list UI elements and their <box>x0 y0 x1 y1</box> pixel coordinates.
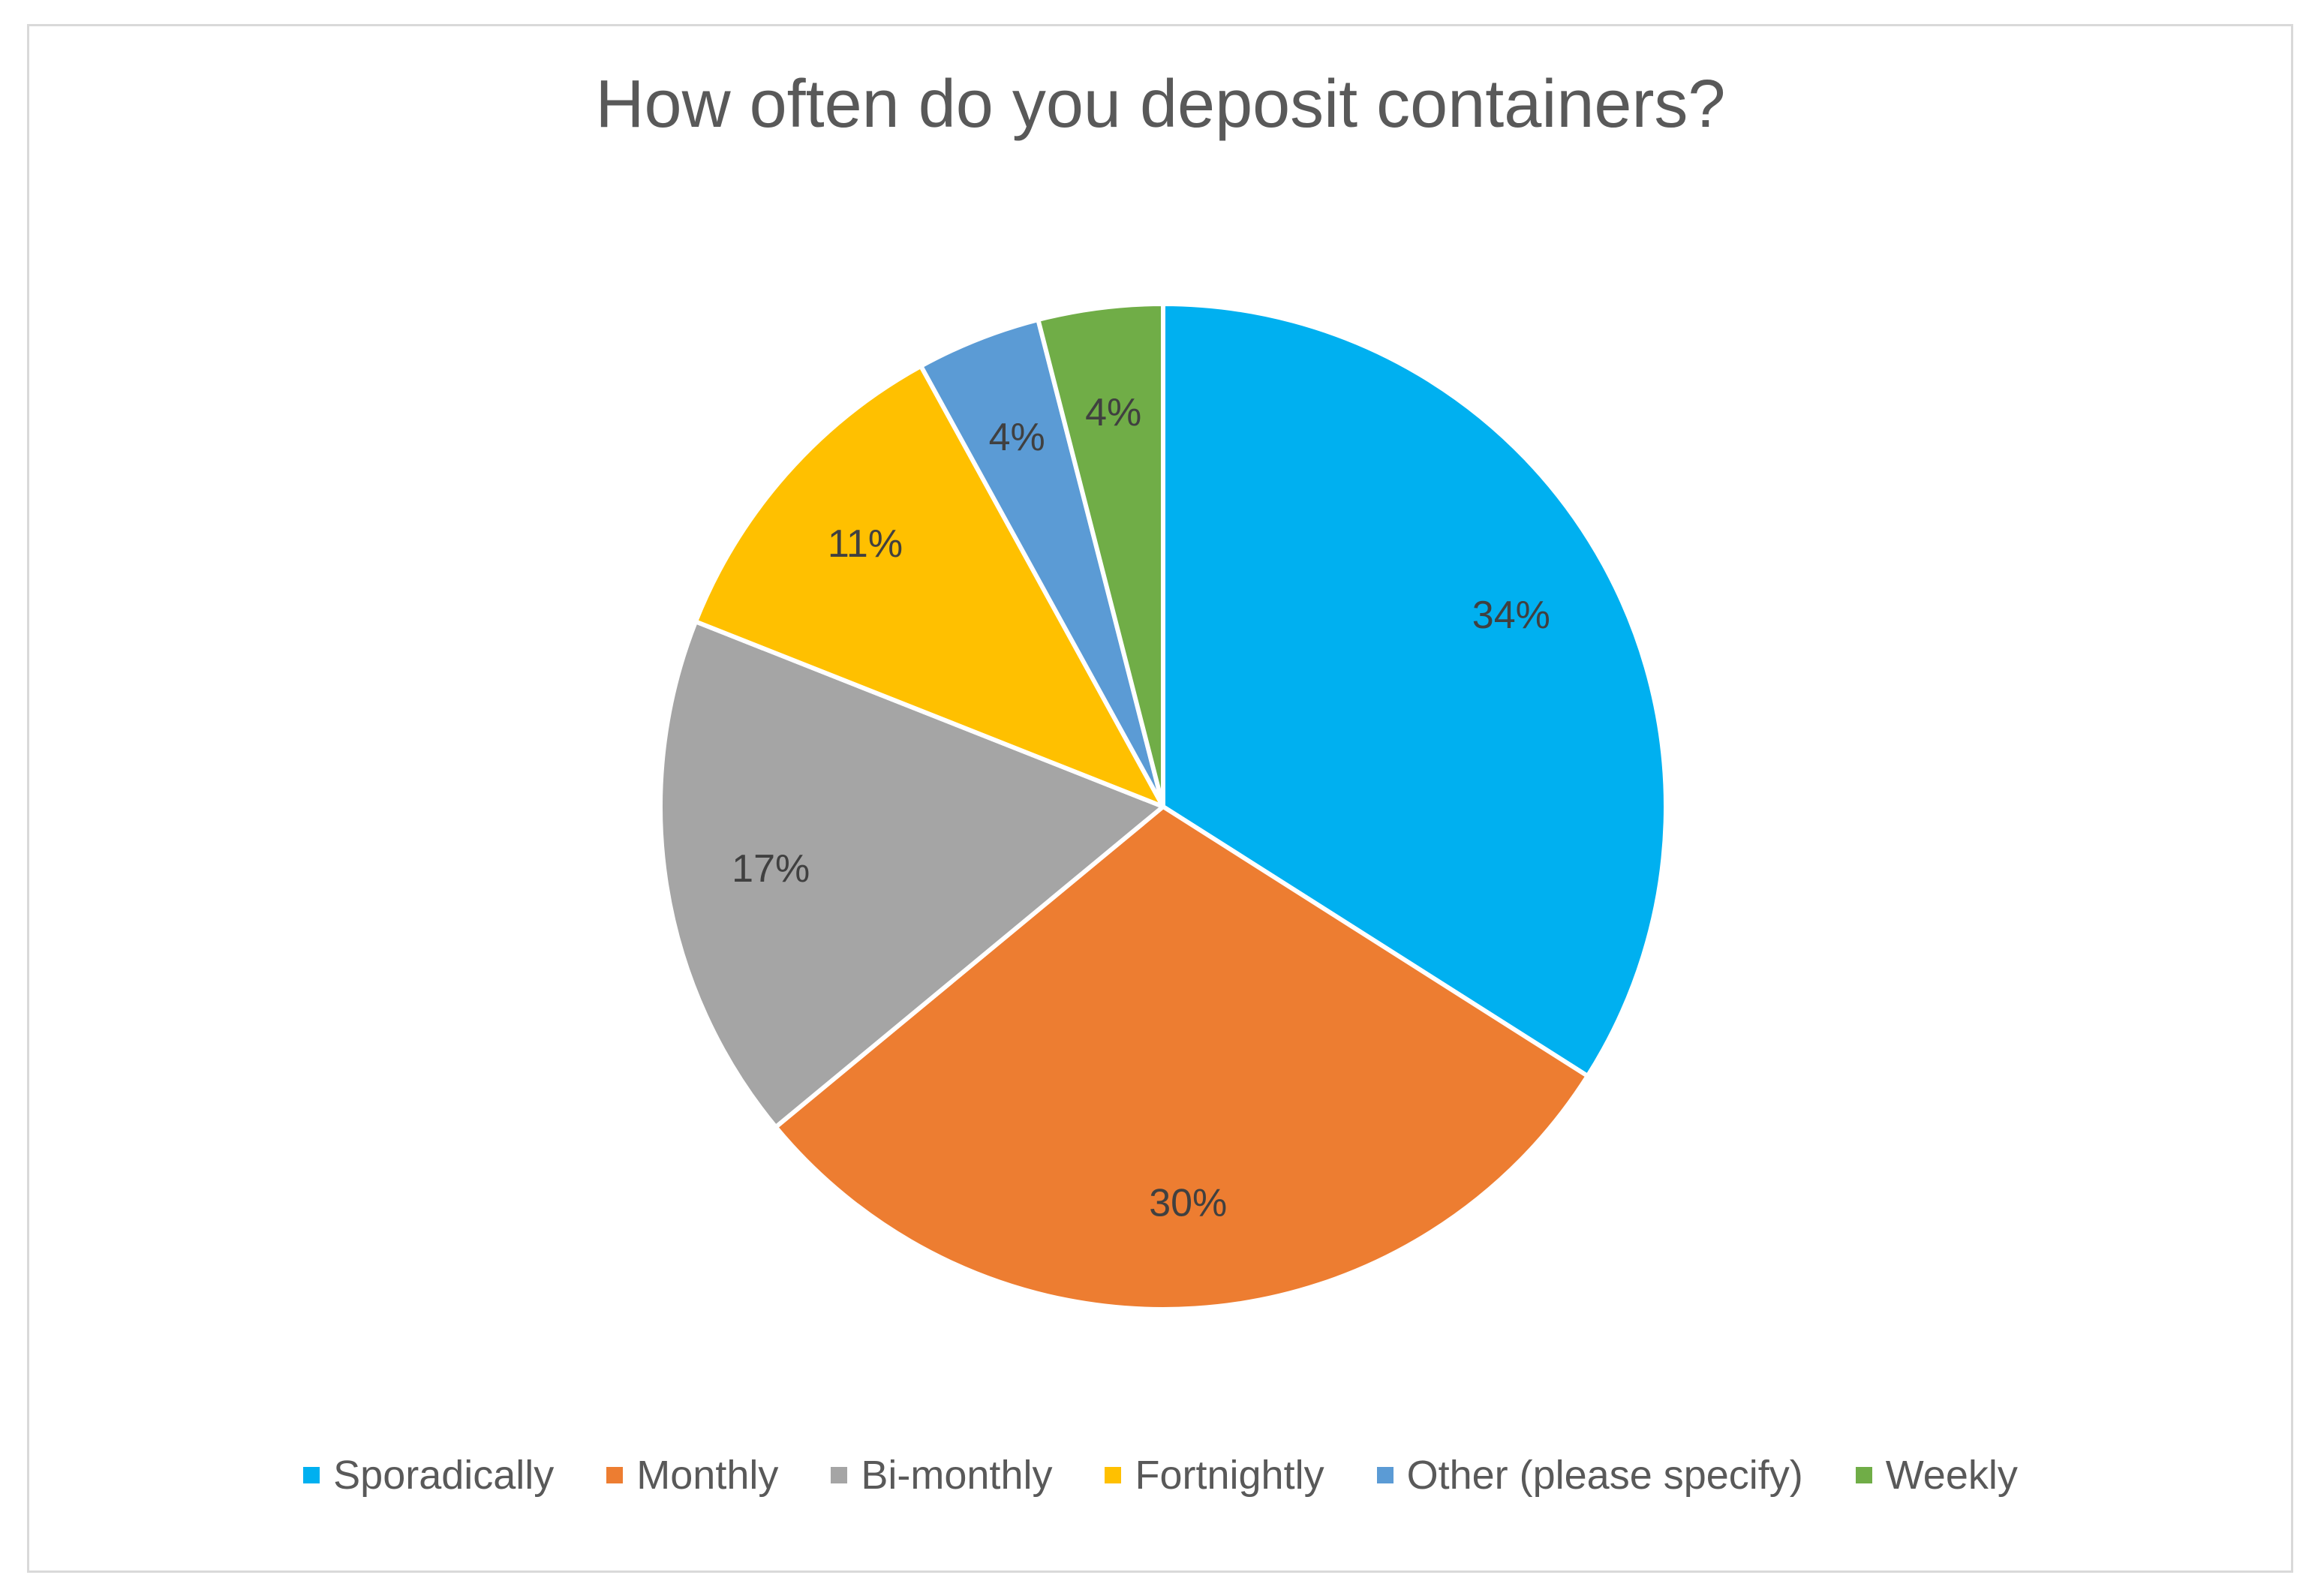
legend-item-weekly: Weekly <box>1855 1452 2018 1498</box>
pie-slices <box>658 302 1668 1312</box>
legend-item-bi-monthly: Bi-monthly <box>831 1452 1052 1498</box>
chart-title: How often do you deposit containers? <box>595 67 1726 142</box>
legend-swatch-weekly <box>1855 1467 1872 1483</box>
legend-swatch-monthly <box>606 1467 624 1483</box>
legend-label-other-please-specify: Other (please specify) <box>1406 1453 1803 1498</box>
data-label-other-please-specify: 4% <box>989 416 1045 459</box>
data-label-bi-monthly: 17% <box>732 847 810 891</box>
pie-slice-sporadically <box>1161 302 1668 1078</box>
legend-item-other-please-specify: Other (please specify) <box>1376 1452 1803 1498</box>
legend-item-monthly: Monthly <box>606 1452 778 1498</box>
legend-label-fortnightly: Fortnightly <box>1135 1453 1324 1498</box>
pie-slice-monthly <box>773 804 1590 1312</box>
legend-label-weekly: Weekly <box>1885 1453 2018 1498</box>
chart-legend: Sporadically Monthly Bi-monthly Fortnightly… <box>0 1452 2321 1498</box>
legend-label-bi-monthly: Bi-monthly <box>861 1453 1053 1498</box>
data-label-monthly: 30% <box>1149 1181 1227 1225</box>
pie-slice-weekly <box>1036 302 1165 809</box>
data-label-sporadically: 34% <box>1472 594 1550 637</box>
legend-item-fortnightly: Fortnightly <box>1105 1452 1324 1498</box>
legend-swatch-other-please-specify <box>1376 1467 1394 1483</box>
pie-slice-bi-monthly <box>658 619 1165 1130</box>
legend-label-monthly: Monthly <box>636 1453 779 1498</box>
legend-item-sporadically: Sporadically <box>303 1452 554 1498</box>
legend-swatch-bi-monthly <box>831 1467 848 1483</box>
legend-label-sporadically: Sporadically <box>333 1453 555 1498</box>
legend-swatch-fortnightly <box>1105 1467 1122 1483</box>
pie-data-labels: 34% 30% 17% 11% 4% 4% <box>732 391 1550 1225</box>
data-label-fortnightly: 11% <box>828 522 903 566</box>
legend-swatch-sporadically <box>303 1467 320 1483</box>
pie-slice-fortnightly <box>693 363 1165 809</box>
data-label-weekly: 4% <box>1085 391 1141 434</box>
